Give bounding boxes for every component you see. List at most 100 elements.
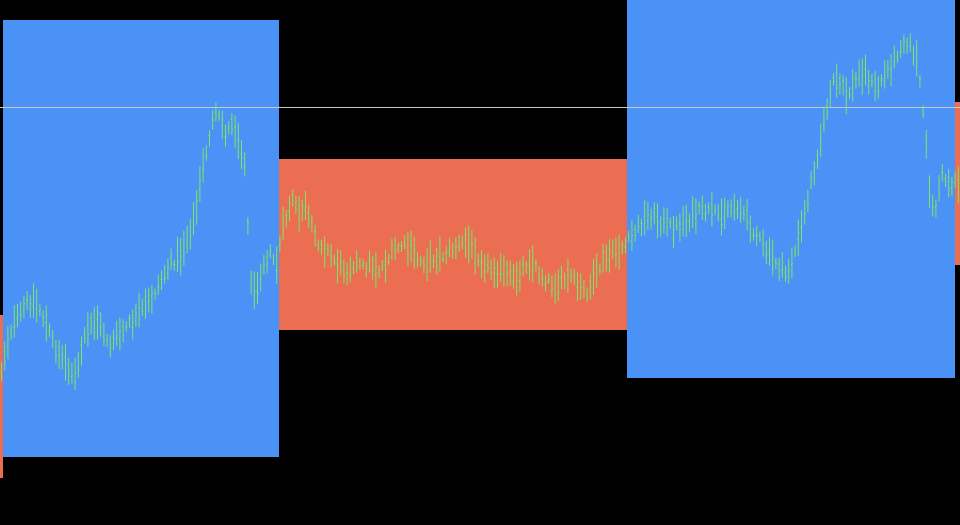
price-bar [797, 219, 800, 256]
price-bar [915, 39, 918, 77]
price-bar [198, 166, 201, 202]
price-bar [208, 130, 211, 147]
price-bar [160, 270, 163, 290]
price-bar [99, 312, 102, 337]
price-bar [490, 258, 493, 280]
price-bar [211, 110, 214, 130]
price-bar [416, 252, 419, 268]
price-bar [566, 258, 569, 293]
price-bar [771, 239, 774, 276]
price-bar [365, 262, 368, 279]
price-bar [179, 237, 182, 276]
price-bar [157, 274, 160, 296]
price-bar [304, 190, 307, 221]
up-zone-1 [3, 20, 279, 457]
price-bar [928, 175, 931, 208]
price-bar [538, 266, 541, 285]
price-bar [448, 237, 451, 258]
price-bar [182, 230, 185, 266]
price-bar [880, 74, 883, 87]
price-bar [35, 288, 38, 323]
down-zone-0 [0, 315, 3, 478]
price-bar [294, 195, 297, 214]
price-bar [83, 326, 86, 344]
price-bar [890, 54, 893, 87]
price-bar [522, 255, 525, 277]
price-bar [253, 271, 256, 309]
price-bar [518, 260, 521, 292]
price-bar [752, 228, 755, 241]
price-bar [342, 259, 345, 284]
price-bar [285, 210, 288, 228]
price-bar [282, 206, 285, 241]
price-bar [899, 39, 902, 59]
price-bar [141, 299, 144, 316]
price-bar [163, 264, 166, 284]
price-bar [573, 268, 576, 286]
price-bar [778, 257, 781, 281]
price-bar [637, 214, 640, 234]
price-bar [829, 79, 832, 108]
price-bar [16, 304, 19, 328]
price-bar [374, 252, 377, 289]
price-bar [38, 303, 41, 317]
price-bar [858, 59, 861, 87]
price-bar [467, 225, 470, 264]
price-bar [848, 87, 851, 100]
price-bar [221, 110, 224, 139]
price-bar [746, 199, 749, 231]
price-bar [189, 218, 192, 250]
price-bar [547, 273, 550, 284]
price-bar [58, 339, 61, 370]
price-bar [611, 239, 614, 259]
price-bar [51, 329, 54, 348]
price-bar [694, 198, 697, 235]
price-bar [461, 235, 464, 250]
price-bar [534, 259, 537, 272]
price-bar [730, 199, 733, 218]
price-bar [931, 194, 934, 217]
price-bar [70, 362, 73, 384]
price-bar [726, 200, 729, 219]
price-bar [102, 322, 105, 347]
price-bar [835, 63, 838, 98]
price-bar [32, 283, 35, 318]
price-bar [733, 193, 736, 221]
price-bar [435, 247, 438, 275]
price-bar [250, 270, 253, 295]
price-bar [650, 208, 653, 230]
price-bar [701, 195, 704, 221]
price-bar [544, 275, 547, 292]
down-zone-4 [955, 102, 960, 265]
price-bar [714, 204, 717, 216]
price-bar [384, 249, 387, 283]
price-bar [707, 202, 710, 215]
price-bar [0, 362, 3, 381]
trend-zones [0, 0, 960, 478]
price-bar [400, 241, 403, 252]
price-bar [320, 239, 323, 255]
price-bar [682, 205, 685, 237]
price-bar [800, 210, 803, 243]
price-bar [784, 265, 787, 283]
price-bar [205, 145, 208, 161]
price-bar [742, 205, 745, 221]
price-bar [662, 207, 665, 234]
price-bar [381, 260, 384, 272]
price-bar [176, 236, 179, 272]
price-bar [150, 284, 153, 314]
price-bar [128, 314, 131, 328]
price-bar [406, 231, 409, 267]
price-bar [26, 290, 29, 310]
price-bar [240, 140, 243, 170]
price-bar [61, 345, 64, 370]
price-bar [586, 287, 589, 303]
price-bar [826, 98, 829, 120]
price-bar [493, 257, 496, 289]
price-bar [765, 240, 768, 265]
price-bar [237, 123, 240, 160]
price-bar [691, 196, 694, 228]
price-bar [371, 256, 374, 280]
price-bar [80, 336, 83, 366]
